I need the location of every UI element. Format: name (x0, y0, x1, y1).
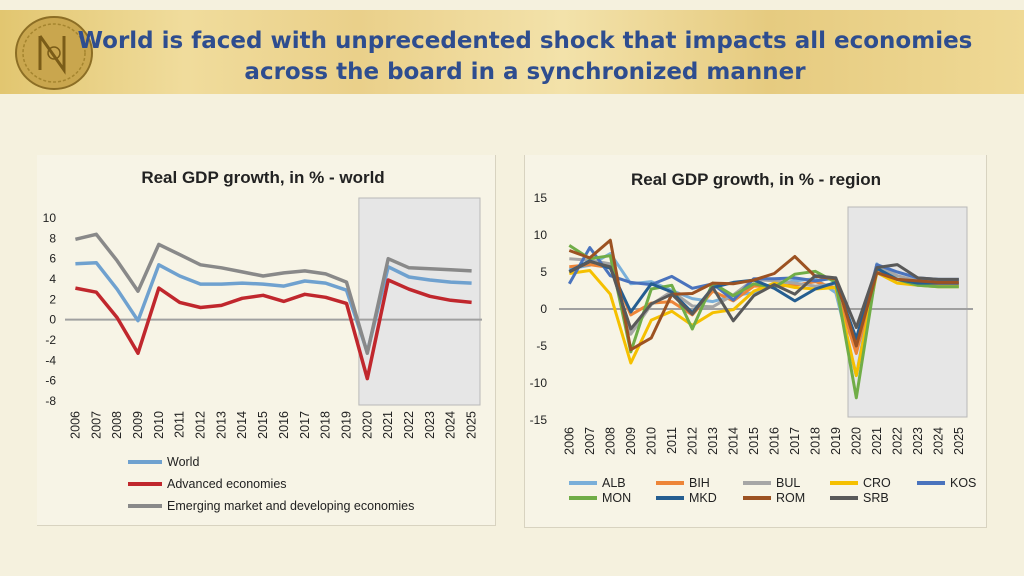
region-legend-label: BUL (776, 476, 800, 490)
title-banner (0, 10, 1024, 94)
world-ytick-label: 4 (49, 272, 56, 286)
region-gdp-chart-panel: Real GDP growth, in % - region 15 10 5 0 -5 -1… (524, 155, 987, 528)
world-ytick-label: 0 (49, 313, 56, 327)
region-xtick-label: 2014 (726, 427, 740, 455)
region-legend-label: KOS (950, 476, 976, 490)
slide-title-line-2: across the board in a synchronized manne… (244, 59, 806, 85)
region-series-srb (568, 260, 959, 331)
world-gdp-chart-panel: Real GDP growth, in % - world 10 8 6 4 2 0 -2 -4… (37, 155, 496, 526)
region-xtick-label: 2011 (665, 427, 679, 454)
region-xtick-label: 2024 (931, 427, 945, 455)
region-xtick-label: 2022 (890, 427, 904, 455)
world-ytick-label: -2 (45, 333, 56, 347)
world-xtick-label: 2008 (110, 411, 124, 439)
region-ytick-label: -5 (536, 339, 547, 353)
region-xtick-label: 2019 (829, 427, 843, 455)
region-legend-label: BIH (689, 476, 710, 490)
region-legend-label: MKD (689, 491, 717, 505)
region-xtick-label: 2025 (952, 427, 966, 455)
region-xtick-label: 2017 (788, 427, 802, 455)
world-ytick-label: -6 (45, 374, 56, 388)
region-legend-label: MON (602, 491, 631, 505)
region-legend-label: CRO (863, 476, 891, 490)
world-chart-title: Real GDP growth, in % - world (141, 168, 384, 187)
world-xtick-label: 2006 (68, 411, 82, 439)
world-xtick-label: 2023 (423, 411, 437, 439)
world-gdp-chart: Real GDP growth, in % - world 10 8 6 4 2 0 -2 -4… (43, 168, 482, 513)
world-xtick-label: 2013 (214, 411, 228, 439)
world-xtick-label: 2018 (319, 411, 333, 439)
slide-title: World is faced with unprecedented shock … (40, 26, 1010, 88)
world-xtick-label: 2009 (131, 411, 145, 439)
world-ytick-label: -8 (45, 394, 56, 408)
world-legend-label: Emerging market and developing economies (167, 499, 414, 513)
region-xtick-label: 2015 (747, 427, 761, 455)
region-xtick-label: 2010 (644, 427, 658, 455)
world-legend-label: World (167, 455, 199, 469)
world-ytick-label: 2 (49, 292, 56, 306)
world-xtick-label: 2016 (277, 411, 291, 439)
world-xtick-label: 2007 (89, 411, 103, 439)
region-xtick-label: 2020 (849, 427, 863, 455)
world-ytick-label: 8 (49, 231, 56, 245)
region-ytick-label: -15 (530, 413, 548, 427)
top-strip (0, 0, 1024, 10)
region-xtick-label: 2006 (562, 427, 576, 455)
region-xtick-label: 2009 (624, 427, 638, 455)
world-series-emerging-market-and-developing-economies (74, 232, 472, 355)
region-legend-label: ROM (776, 491, 805, 505)
region-xtick-label: 2013 (706, 427, 720, 455)
world-xtick-label: 2022 (402, 411, 416, 439)
region-xtick-label: 2023 (911, 427, 925, 455)
region-ytick-label: 10 (534, 228, 548, 242)
region-xtick-label: 2016 (767, 427, 781, 455)
region-xtick-label: 2018 (808, 427, 822, 455)
region-ytick-label: -10 (530, 376, 548, 390)
world-series-world (75, 260, 472, 354)
world-ytick-label: 10 (43, 211, 57, 225)
region-chart-title: Real GDP growth, in % - region (631, 170, 881, 189)
region-legend-label: ALB (602, 476, 626, 490)
region-xtick-label: 2012 (685, 427, 699, 455)
coin-logo-icon (15, 16, 93, 90)
region-ytick-label: 5 (540, 265, 547, 279)
world-xtick-label: 2021 (381, 411, 395, 439)
world-xtick-label: 2024 (444, 411, 458, 439)
world-series-advanced-economies (75, 278, 472, 381)
region-xtick-label: 2008 (603, 427, 617, 455)
world-ytick-label: -4 (45, 353, 56, 367)
region-series-rom (568, 238, 959, 352)
region-legend-label: SRB (863, 491, 889, 505)
region-series-kos (567, 246, 959, 348)
slide-title-line-1: World is faced with unprecedented shock … (77, 28, 973, 54)
world-xtick-label: 2015 (256, 411, 270, 439)
world-xtick-label: 2025 (465, 411, 479, 439)
region-gdp-chart: Real GDP growth, in % - region 15 10 5 0 -5 -1… (530, 170, 977, 505)
world-legend-label: Advanced economies (167, 477, 287, 491)
region-xtick-label: 2021 (870, 427, 884, 455)
world-xtick-label: 2019 (339, 411, 353, 439)
world-xtick-label: 2017 (298, 411, 312, 439)
world-xtick-label: 2014 (235, 411, 249, 439)
world-xtick-label: 2011 (173, 411, 187, 438)
region-ytick-label: 15 (534, 191, 548, 205)
region-xtick-label: 2007 (583, 427, 597, 455)
world-xtick-label: 2010 (152, 411, 166, 439)
region-ytick-label: 0 (540, 302, 547, 316)
world-xtick-label: 2012 (194, 411, 208, 439)
world-ytick-label: 6 (49, 252, 56, 266)
world-xtick-label: 2020 (360, 411, 374, 439)
